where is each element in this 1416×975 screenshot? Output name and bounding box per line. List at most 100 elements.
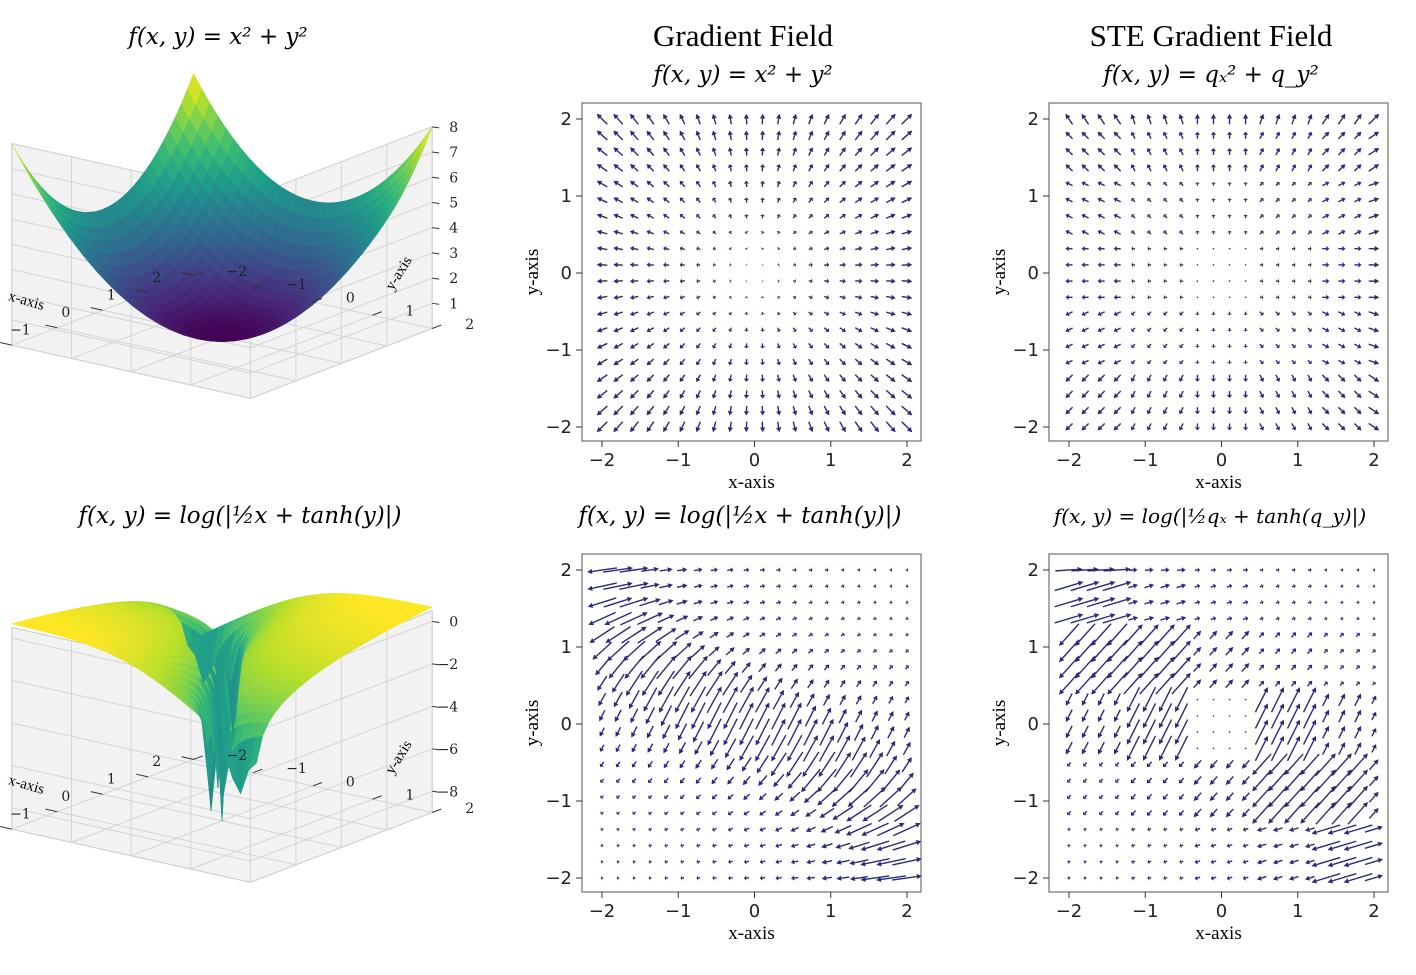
arrow-shaft: [824, 247, 828, 251]
arrow-shaft: [729, 390, 732, 396]
arrow-head: [596, 377, 603, 382]
arrow-shaft: [743, 585, 747, 588]
arrow-shaft: [727, 585, 731, 588]
arrow-shaft: [633, 811, 637, 814]
arrow-shaft: [617, 828, 620, 831]
arrow-shaft: [677, 569, 683, 572]
arrow-shaft: [777, 248, 780, 251]
quiver-arrow: [596, 389, 608, 399]
y-tick-label: −2: [545, 417, 572, 438]
arrow-shaft: [600, 358, 608, 364]
arrow-shaft: [777, 390, 780, 396]
quiver-arrow: [596, 405, 608, 416]
quiver-arrow: [596, 358, 608, 366]
x-tick-label: 1: [825, 901, 836, 922]
quiver-arrow: [613, 421, 624, 433]
y-tick: [432, 808, 442, 813]
title-quiver-quadratic-ste: f(x, y) = qₓ² + q_y²: [1101, 62, 1318, 88]
arrow-shaft: [777, 231, 780, 235]
x-tick: [181, 272, 194, 276]
arrow-shaft: [601, 828, 604, 831]
x-tick-label: −2: [589, 901, 616, 922]
y-tick-label: 1: [406, 304, 415, 320]
z-tick-label: 0: [449, 614, 458, 630]
arrow-head: [596, 197, 603, 203]
quiver-arrow: [1244, 280, 1247, 282]
arrow-shaft: [746, 844, 750, 847]
arrow-head: [596, 164, 603, 169]
arrow-shaft: [743, 601, 747, 604]
arrow-shaft: [729, 844, 733, 847]
arrow-shaft: [713, 248, 717, 251]
plot-frame: [581, 102, 922, 442]
y-tick: [372, 311, 382, 316]
arrow-shaft: [855, 295, 860, 299]
y-tick-label: 1: [561, 186, 572, 207]
arrow-shaft: [729, 343, 732, 347]
arrow-shaft: [901, 247, 908, 251]
y-tick-label: 1: [1028, 186, 1039, 207]
x-tick-label: 1: [107, 288, 116, 304]
x-tick-label: 0: [1216, 450, 1227, 471]
quiver-arrow: [596, 147, 608, 157]
arrow-shaft: [729, 374, 732, 379]
arrow-shaft: [808, 247, 812, 251]
arrow-shaft: [855, 247, 860, 251]
y-tick-label: −2: [227, 264, 248, 280]
x-tick-label: −1: [665, 450, 692, 471]
z-tick-label: −8: [438, 784, 459, 800]
arrow-shaft: [600, 389, 608, 397]
y-tick-label: −1: [286, 761, 307, 777]
arrow-head: [596, 343, 603, 349]
x-tick-label: −2: [1056, 450, 1083, 471]
plot-frame: [1048, 102, 1389, 442]
y-tick-label: 2: [465, 801, 474, 817]
arrow-shaft: [777, 199, 780, 203]
arrow-shaft: [729, 167, 732, 172]
y-tick: [312, 298, 323, 303]
z-tick-label: 5: [449, 195, 458, 211]
z-tick: [432, 277, 440, 280]
arrow-shaft: [729, 327, 732, 331]
grid-line: [11, 319, 251, 374]
arrow-shaft: [870, 295, 876, 299]
arrow-shaft: [710, 569, 715, 572]
arrow-shaft: [777, 421, 780, 428]
arrow-head: [596, 360, 603, 366]
arrow-head: [596, 294, 602, 300]
arrow-shaft: [729, 295, 732, 298]
z-tick: [432, 126, 440, 129]
arrow-shaft: [601, 247, 608, 251]
z-tick: [432, 227, 440, 230]
y-tick: [193, 271, 203, 276]
z-tick-label: 4: [449, 221, 458, 237]
arrow-shaft: [633, 844, 636, 847]
arrow-shaft: [600, 149, 608, 157]
x-tick-label: 2: [152, 754, 161, 770]
arrow-shaft: [729, 405, 732, 412]
arrow-shaft: [600, 199, 608, 204]
y-tick-label: −1: [545, 340, 572, 361]
arrow-shaft: [601, 327, 608, 331]
arrow-head: [613, 410, 619, 416]
arrow-shaft: [681, 295, 685, 299]
quiver-arrow: [1228, 280, 1231, 282]
arrow-shaft: [601, 215, 608, 219]
y-axis-label: y-axis: [522, 700, 543, 746]
quiver-arrow: [596, 342, 608, 349]
arrow-shaft: [729, 231, 732, 235]
quiver-arrow: [596, 180, 608, 188]
arrow-shaft: [649, 844, 652, 847]
x-tick: [0, 342, 12, 346]
arrow-shaft: [697, 295, 701, 299]
arrow-shaft: [901, 295, 908, 299]
x-tick-label: 2: [901, 450, 912, 471]
z-tick: [432, 252, 440, 255]
title-surface-quadratic: f(x, y) = x² + y²: [126, 24, 307, 50]
quiver-arrow: [1212, 247, 1215, 250]
arrow-head: [596, 180, 603, 186]
arrow-shaft: [777, 295, 780, 298]
x-tick-label: 1: [1292, 450, 1303, 471]
